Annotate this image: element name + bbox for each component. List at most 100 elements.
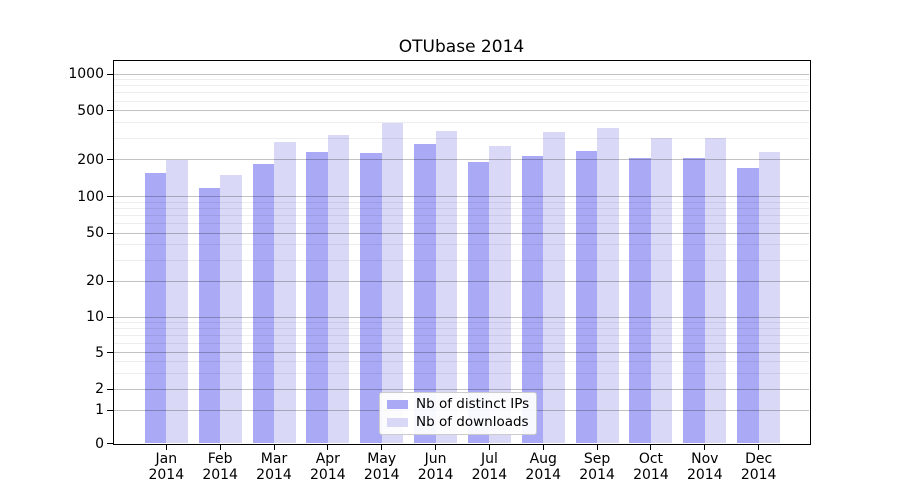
y-tick-label: 20 — [86, 273, 104, 290]
gridline-minor — [114, 92, 809, 94]
bar-nb-of-distinct-ips-jun — [414, 143, 436, 444]
y-tick-label: 2 — [95, 381, 104, 398]
gridline-minor — [114, 342, 809, 344]
bar-nb-of-downloads-apr — [327, 134, 350, 444]
bar-nb-of-downloads-nov — [704, 138, 727, 444]
bar-nb-of-downloads-jan — [166, 159, 188, 444]
bar-nb-of-downloads-jun — [435, 130, 458, 444]
y-tick — [107, 280, 113, 282]
gridline-major — [114, 110, 809, 112]
legend: Nb of distinct IPs Nb of downloads — [379, 392, 538, 435]
gridline-major — [114, 196, 809, 198]
x-tick-label-aug: Aug 2014 — [525, 451, 562, 483]
gridline-minor — [114, 244, 809, 246]
y-tick — [107, 409, 113, 411]
gridline-minor — [114, 207, 809, 209]
gridline-minor — [114, 122, 809, 124]
legend-item-distinct-ips: Nb of distinct IPs — [387, 397, 529, 412]
gridline-minor — [114, 85, 809, 87]
gridline-major — [114, 388, 809, 390]
x-tick-label-jun: Jun 2014 — [417, 451, 454, 483]
bar-nb-of-distinct-ips-apr — [306, 152, 328, 444]
x-tick — [542, 445, 544, 450]
y-tick — [107, 73, 113, 75]
x-tick-label-oct: Oct 2014 — [633, 451, 669, 483]
x-tick-label-sep: Sep 2014 — [579, 451, 615, 483]
x-tick — [219, 445, 221, 450]
y-tick-label: 0 — [95, 435, 104, 452]
x-tick — [327, 445, 329, 450]
y-tick-label: 100 — [77, 188, 104, 205]
gridline-minor — [114, 215, 809, 217]
bar-nb-of-downloads-mar — [274, 141, 296, 444]
x-tick — [650, 445, 652, 450]
y-tick-label: 200 — [77, 151, 104, 168]
gridline-major — [114, 159, 809, 161]
x-tick-label-dec: Dec 2014 — [740, 451, 777, 483]
x-tick-label-mar: Mar 2014 — [256, 451, 292, 483]
bar-nb-of-distinct-ips-sep — [575, 151, 598, 444]
bar-nb-of-downloads-jul — [489, 145, 511, 444]
gridline-minor — [114, 327, 809, 329]
x-tick — [596, 445, 598, 450]
y-tick — [107, 159, 113, 161]
bar-nb-of-distinct-ips-oct — [629, 158, 651, 444]
bar-nb-of-distinct-ips-may — [360, 153, 382, 444]
gridline-minor — [114, 321, 809, 323]
y-tick-label: 5 — [95, 344, 104, 361]
y-tick — [107, 388, 113, 390]
x-tick — [758, 445, 760, 450]
x-tick-label-jan: Jan 2014 — [148, 451, 185, 483]
y-tick — [107, 352, 113, 354]
bar-nb-of-downloads-feb — [220, 175, 242, 444]
x-tick-label-apr: Apr 2014 — [310, 451, 346, 483]
legend-swatch-downloads — [387, 418, 408, 427]
bar-nb-of-downloads-may — [381, 123, 404, 444]
x-tick — [273, 445, 275, 450]
gridline-minor — [114, 223, 809, 225]
legend-label-downloads: Nb of downloads — [416, 414, 529, 430]
gridline-major — [114, 280, 809, 282]
x-tick — [381, 445, 383, 450]
bar-nb-of-downloads-sep — [597, 128, 619, 444]
y-tick-label: 50 — [86, 225, 104, 242]
gridline-minor — [114, 137, 809, 139]
bar-nb-of-distinct-ips-dec — [737, 168, 759, 444]
legend-swatch-distinct-ips — [387, 400, 408, 409]
x-tick — [165, 445, 167, 450]
y-tick-label: 1 — [95, 402, 104, 418]
gridline-major — [114, 316, 809, 318]
bar-nb-of-distinct-ips-aug — [521, 155, 544, 444]
bar-nb-of-distinct-ips-jul — [467, 162, 490, 444]
bar-nb-of-downloads-aug — [543, 132, 565, 444]
y-tick — [107, 316, 113, 318]
y-tick-label: 10 — [86, 309, 104, 325]
gridline-major — [114, 73, 809, 75]
bar-nb-of-downloads-dec — [758, 152, 781, 444]
bar-nb-of-distinct-ips-nov — [683, 158, 705, 444]
gridline-minor — [114, 334, 809, 336]
legend-label-distinct-ips: Nb of distinct IPs — [416, 396, 530, 412]
legend-item-downloads: Nb of downloads — [387, 415, 529, 430]
gridline-major — [114, 352, 809, 354]
gridline-minor — [114, 259, 809, 261]
y-tick — [107, 110, 113, 112]
y-tick — [107, 232, 113, 234]
y-tick — [107, 196, 113, 198]
gridline-minor — [114, 372, 809, 374]
bar-nb-of-distinct-ips-mar — [252, 163, 274, 444]
bar-nb-of-downloads-oct — [650, 138, 673, 444]
gridline-minor — [114, 201, 809, 203]
x-tick-label-jul: Jul 2014 — [471, 451, 508, 483]
x-tick — [488, 445, 490, 450]
gridline-minor — [114, 361, 809, 363]
y-tick-label: 500 — [77, 102, 104, 119]
x-tick — [435, 445, 437, 450]
x-tick — [704, 445, 706, 450]
bar-nb-of-distinct-ips-feb — [198, 187, 221, 444]
bar-nb-of-distinct-ips-jan — [144, 173, 167, 444]
gridline-minor — [114, 79, 809, 81]
y-tick-label: 1000 — [68, 66, 104, 82]
x-tick-label-feb: Feb 2014 — [202, 451, 238, 483]
